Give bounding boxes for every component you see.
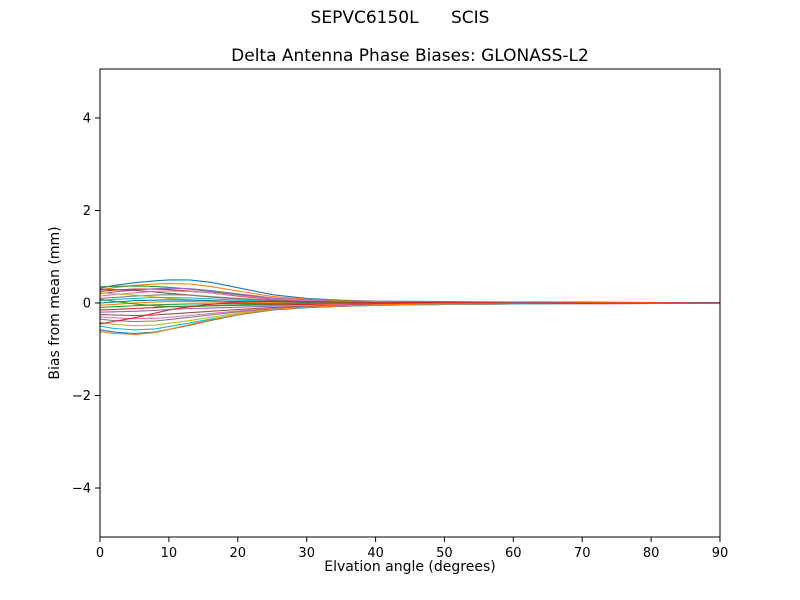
x-tick-label: 30	[298, 546, 315, 561]
y-tick-label: 4	[83, 112, 91, 127]
x-axis-label: Elvation angle (degrees)	[324, 559, 496, 575]
y-tick-label: 2	[83, 204, 91, 219]
x-tick-label: 90	[712, 546, 729, 561]
x-tick-label: 40	[367, 546, 384, 561]
x-tick-label: 60	[505, 546, 522, 561]
y-tick-label: −4	[72, 482, 91, 497]
x-tick-label: 70	[574, 546, 591, 561]
x-tick-label: 20	[230, 546, 247, 561]
y-tick-label: −2	[72, 389, 91, 404]
x-tick-label: 50	[436, 546, 453, 561]
chart-title: Delta Antenna Phase Biases: GLONASS-L2	[231, 46, 589, 66]
data-line	[99, 302, 720, 335]
x-tick-label: 0	[96, 546, 104, 561]
x-tick-label: 10	[161, 546, 178, 561]
data-line	[99, 300, 720, 325]
x-tick-label: 80	[643, 546, 660, 561]
data-line	[99, 302, 720, 335]
figure-suptitle: SEPVC6150L SCIS	[310, 8, 490, 28]
y-tick-label: 0	[83, 297, 91, 312]
